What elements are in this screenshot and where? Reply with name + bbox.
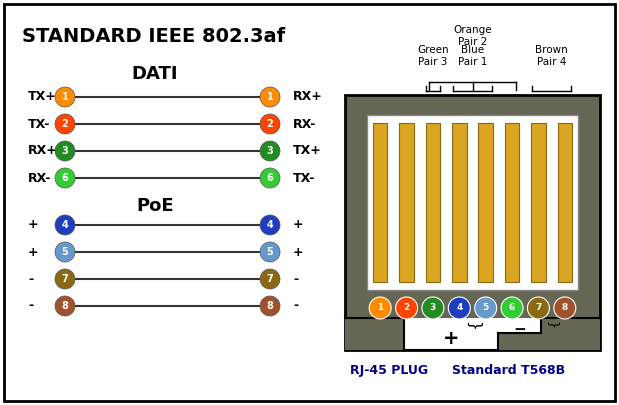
- Text: 7: 7: [535, 303, 542, 313]
- Text: 8: 8: [267, 301, 274, 311]
- Circle shape: [501, 297, 523, 319]
- Text: 7: 7: [267, 274, 274, 284]
- Bar: [367, 115, 578, 290]
- Bar: [345, 95, 600, 350]
- Bar: [498, 333, 542, 350]
- Circle shape: [55, 168, 75, 188]
- Circle shape: [260, 168, 280, 188]
- Text: -: -: [28, 273, 33, 286]
- Text: TX+: TX+: [28, 90, 57, 104]
- Bar: [345, 318, 600, 350]
- Text: TX+: TX+: [293, 145, 322, 158]
- Bar: [452, 123, 467, 282]
- Text: STANDARD IEEE 802.3af: STANDARD IEEE 802.3af: [22, 27, 285, 46]
- Circle shape: [260, 141, 280, 161]
- Bar: [542, 318, 600, 350]
- Text: 2: 2: [404, 303, 410, 313]
- Circle shape: [448, 297, 470, 319]
- Text: +: +: [443, 329, 459, 348]
- Text: }: }: [465, 321, 480, 331]
- Bar: [426, 123, 440, 282]
- Circle shape: [369, 297, 391, 319]
- Text: Standard T568B: Standard T568B: [452, 364, 565, 377]
- Circle shape: [55, 296, 75, 316]
- Text: TX-: TX-: [293, 171, 315, 185]
- Text: 8: 8: [61, 301, 69, 311]
- Text: 3: 3: [430, 303, 436, 313]
- Circle shape: [475, 297, 496, 319]
- Text: Brown
Pair 4: Brown Pair 4: [535, 45, 568, 67]
- Text: 3: 3: [267, 146, 274, 156]
- Circle shape: [55, 215, 75, 235]
- Circle shape: [554, 297, 576, 319]
- Text: 5: 5: [483, 303, 489, 313]
- Text: RJ-45 PLUG: RJ-45 PLUG: [350, 364, 428, 377]
- Bar: [478, 123, 493, 282]
- Text: 3: 3: [62, 146, 68, 156]
- Text: 6: 6: [62, 173, 68, 183]
- Circle shape: [527, 297, 550, 319]
- Circle shape: [260, 87, 280, 107]
- Bar: [404, 318, 498, 350]
- Text: +: +: [28, 219, 38, 232]
- Circle shape: [260, 114, 280, 134]
- Text: -: -: [28, 300, 33, 313]
- Bar: [505, 123, 519, 282]
- Text: Green
Pair 3: Green Pair 3: [417, 45, 449, 67]
- Circle shape: [55, 87, 75, 107]
- Text: 1: 1: [267, 92, 274, 102]
- Text: TX-: TX-: [28, 117, 50, 130]
- Circle shape: [55, 269, 75, 289]
- Text: RX-: RX-: [293, 117, 316, 130]
- Text: 2: 2: [62, 119, 68, 129]
- Text: }: }: [545, 321, 558, 329]
- Text: 4: 4: [62, 220, 68, 230]
- Bar: [399, 123, 414, 282]
- Text: 8: 8: [561, 303, 568, 313]
- Bar: [373, 123, 387, 282]
- Text: 7: 7: [62, 274, 68, 284]
- Text: 5: 5: [267, 247, 274, 257]
- Text: +: +: [28, 245, 38, 258]
- Bar: [345, 318, 404, 350]
- Text: RX+: RX+: [28, 145, 58, 158]
- Circle shape: [55, 242, 75, 262]
- Bar: [531, 123, 546, 282]
- Circle shape: [260, 269, 280, 289]
- Text: DATI: DATI: [132, 65, 178, 83]
- Circle shape: [260, 296, 280, 316]
- Text: 1: 1: [62, 92, 68, 102]
- Text: RX+: RX+: [293, 90, 323, 104]
- Text: -: -: [293, 273, 298, 286]
- Bar: [498, 318, 542, 333]
- Text: 6: 6: [509, 303, 515, 313]
- Text: +: +: [293, 219, 304, 232]
- Circle shape: [55, 141, 75, 161]
- Text: PoE: PoE: [136, 197, 174, 215]
- Text: 4: 4: [267, 220, 274, 230]
- Circle shape: [260, 242, 280, 262]
- Circle shape: [422, 297, 444, 319]
- Text: 2: 2: [267, 119, 274, 129]
- Circle shape: [396, 297, 418, 319]
- Circle shape: [55, 114, 75, 134]
- Text: Blue
Pair 1: Blue Pair 1: [458, 45, 487, 67]
- Text: RX-: RX-: [28, 171, 51, 185]
- Text: 1: 1: [377, 303, 383, 313]
- Text: 6: 6: [267, 173, 274, 183]
- Circle shape: [260, 215, 280, 235]
- Text: 4: 4: [456, 303, 462, 313]
- Text: -: -: [293, 300, 298, 313]
- Bar: [558, 123, 572, 282]
- Text: −: −: [513, 322, 526, 337]
- Text: +: +: [293, 245, 304, 258]
- Text: Orange
Pair 2: Orange Pair 2: [453, 26, 492, 47]
- Text: 5: 5: [62, 247, 68, 257]
